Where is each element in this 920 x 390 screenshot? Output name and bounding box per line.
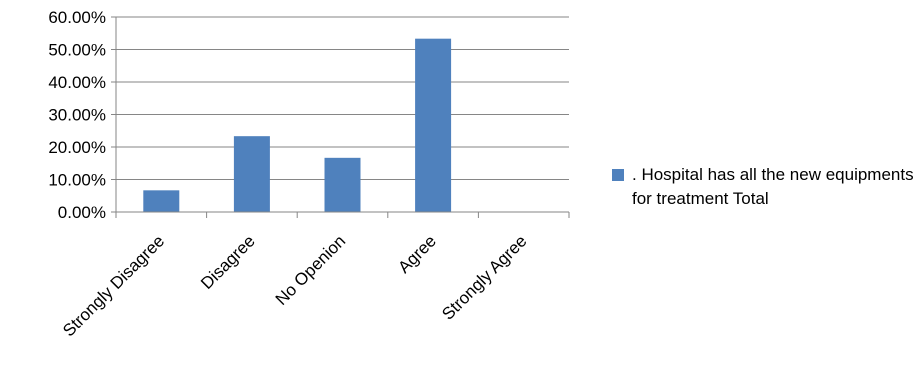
x-tick-label: No Openion <box>272 231 350 309</box>
bar-no-openion <box>324 157 361 212</box>
bar-strongly-disagree <box>143 190 180 212</box>
y-tick-label: 0.00% <box>58 203 106 222</box>
x-tick-label: Strongly Agree <box>438 231 530 323</box>
y-axis: 0.00% 10.00% 20.00% 30.00% 40.00% 50.00% 60.00… <box>48 8 117 222</box>
y-tick-label: 40.00% <box>48 73 106 92</box>
y-tick-label: 60.00% <box>48 8 106 27</box>
y-tick-label: 30.00% <box>48 106 106 125</box>
bar-disagree <box>233 136 270 212</box>
y-tick-label: 20.00% <box>48 138 106 157</box>
x-axis: Strongly Disagree Disagree No Openion Agree… <box>59 211 570 340</box>
bar-agree <box>415 38 452 212</box>
x-tick-label: Agree <box>394 231 440 277</box>
x-tick-label: Strongly Disagree <box>59 231 168 340</box>
y-tick-label: 50.00% <box>48 41 106 60</box>
y-tick-label: 10.00% <box>48 171 106 190</box>
x-tick-label: Disagree <box>197 231 259 293</box>
bars <box>143 38 452 212</box>
legend-swatch <box>612 169 624 181</box>
gridlines <box>116 16 569 180</box>
legend-label: . Hospital has all the new equipments fo… <box>632 165 914 208</box>
